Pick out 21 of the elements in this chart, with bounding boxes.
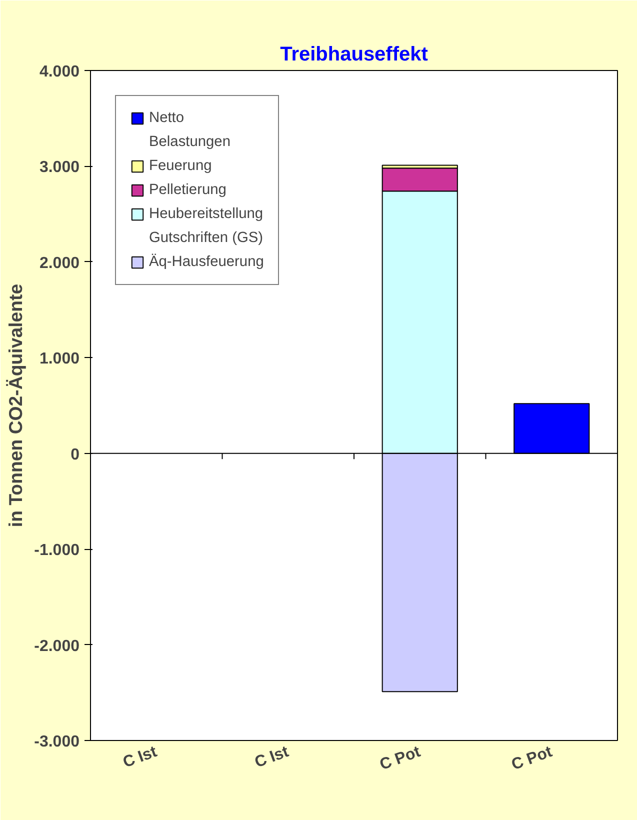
y-tick-label: 2.000 <box>39 254 80 272</box>
y-tick-label: 1.000 <box>39 350 80 368</box>
legend-label: Feuerung <box>149 158 212 174</box>
legend-label: Pelletierung <box>149 182 226 198</box>
x-tick-label: C Pot <box>509 743 556 774</box>
legend-label: Heubereitstellung <box>149 206 264 222</box>
annotation: Belastungen <box>149 134 230 150</box>
y-tick-label: 3.000 <box>39 159 80 176</box>
legend-label: Netto <box>149 110 184 126</box>
y-tick-label: 0 <box>70 446 80 464</box>
chart-title: Treibhauseffekt <box>280 44 428 66</box>
y-axis-title: in Tonnen CO2-Äquivalente <box>5 284 26 528</box>
legend-label: Äq-Hausfeuerung <box>149 254 264 270</box>
y-tick-label: -1.000 <box>34 542 80 560</box>
x-tick-label: C Pot <box>378 743 424 774</box>
x-tick-label: C Ist <box>252 743 292 772</box>
y-tick-label: -3.000 <box>34 734 80 750</box>
x-tick-label: C Ist <box>120 743 160 772</box>
annotation: Gutschriften (GS) <box>149 230 264 246</box>
y-tick-label: -2.000 <box>34 638 80 655</box>
y-tick-label: 4.000 <box>39 64 80 80</box>
